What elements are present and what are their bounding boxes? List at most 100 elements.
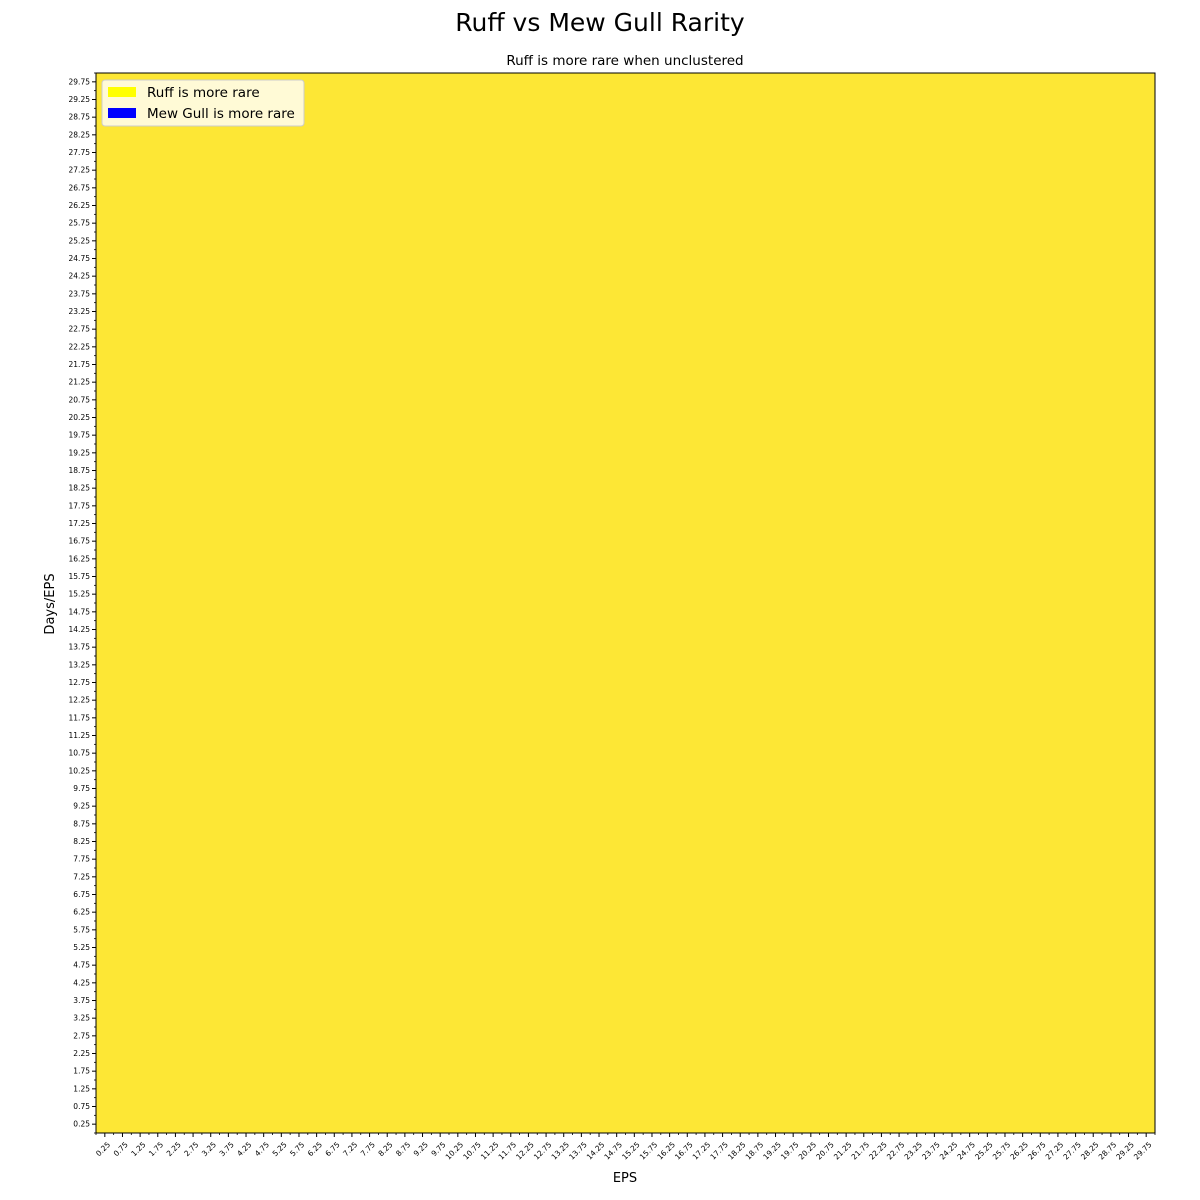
x-tick-label: 6.75 bbox=[323, 1140, 341, 1158]
y-tick-label: 0.75 bbox=[73, 1102, 90, 1111]
y-tick-label: 19.75 bbox=[69, 431, 91, 440]
y-tick-label: 5.75 bbox=[73, 925, 90, 934]
x-axis-label: EPS bbox=[613, 1171, 637, 1186]
y-tick-label: 10.25 bbox=[69, 766, 91, 775]
x-tick-label: 10.25 bbox=[444, 1140, 466, 1162]
x-tick-label: 8.75 bbox=[394, 1140, 412, 1158]
x-tick-label: 11.25 bbox=[479, 1140, 501, 1162]
x-tick-label: 17.25 bbox=[691, 1140, 713, 1162]
y-tick-label: 7.25 bbox=[73, 872, 90, 881]
x-tick-label: 20.25 bbox=[797, 1140, 819, 1162]
x-tick-label: 14.75 bbox=[602, 1140, 624, 1162]
x-tick-label: 2.75 bbox=[182, 1140, 200, 1158]
x-tick-label: 3.75 bbox=[218, 1140, 236, 1158]
x-tick-label: 7.25 bbox=[341, 1140, 359, 1158]
x-tick-label: 28.25 bbox=[1079, 1140, 1101, 1162]
y-tick-label: 12.75 bbox=[69, 678, 91, 687]
x-tick-label: 11.75 bbox=[497, 1140, 519, 1162]
y-tick-label: 25.25 bbox=[69, 236, 91, 245]
y-tick-label: 3.25 bbox=[73, 1014, 90, 1023]
y-tick-label: 3.75 bbox=[73, 996, 90, 1005]
x-tick-label: 18.75 bbox=[744, 1140, 766, 1162]
x-tick-label: 14.25 bbox=[585, 1140, 607, 1162]
x-axis: 0.25 0.75 1.25 1.75 2.25 2.75 3.25 3.75 4.25 4.75… bbox=[94, 1133, 1156, 1162]
x-tick-label: 4.25 bbox=[235, 1140, 253, 1158]
figure-title: Ruff vs Mew Gull Rarity bbox=[455, 8, 745, 37]
x-tick-label: 16.25 bbox=[655, 1140, 677, 1162]
y-tick-label: 17.25 bbox=[69, 519, 91, 528]
x-tick-label: 23.75 bbox=[920, 1140, 942, 1162]
x-tick-label: 17.75 bbox=[708, 1140, 730, 1162]
y-tick-label: 13.75 bbox=[69, 643, 91, 652]
x-tick-label: 25.75 bbox=[991, 1140, 1013, 1162]
y-tick-label: 15.75 bbox=[69, 572, 91, 581]
x-tick-label: 12.75 bbox=[532, 1140, 554, 1162]
axes-title: Ruff is more rare when unclustered bbox=[506, 53, 743, 69]
x-tick-label: 22.25 bbox=[867, 1140, 889, 1162]
y-tick-label: 23.25 bbox=[69, 307, 91, 316]
y-tick-label: 17.75 bbox=[69, 501, 91, 510]
y-tick-label: 22.75 bbox=[69, 325, 91, 334]
y-tick-label: 20.25 bbox=[69, 413, 91, 422]
y-axis-label: Days/EPS bbox=[43, 573, 58, 634]
x-tick-label: 13.25 bbox=[550, 1140, 572, 1162]
y-tick-label: 16.75 bbox=[69, 537, 91, 546]
y-tick-label: 18.25 bbox=[69, 484, 91, 493]
y-tick-label: 9.75 bbox=[73, 784, 90, 793]
y-tick-label: 11.75 bbox=[69, 713, 91, 722]
y-tick-label: 20.75 bbox=[69, 395, 91, 404]
x-tick-label: 4.75 bbox=[253, 1140, 271, 1158]
x-tick-label: 13.75 bbox=[567, 1140, 589, 1162]
y-tick-label: 26.75 bbox=[69, 183, 91, 192]
legend-label: Mew Gull is more rare bbox=[147, 106, 295, 122]
y-tick-label: 14.75 bbox=[69, 607, 91, 616]
y-tick-label: 12.25 bbox=[69, 696, 91, 705]
x-tick-label: 29.25 bbox=[1114, 1140, 1136, 1162]
y-tick-label: 10.75 bbox=[69, 749, 91, 758]
x-tick-label: 15.25 bbox=[620, 1140, 642, 1162]
x-tick-label: 19.25 bbox=[761, 1140, 783, 1162]
y-tick-label: 8.75 bbox=[73, 819, 90, 828]
x-tick-label: 12.25 bbox=[514, 1140, 536, 1162]
y-tick-label: 6.25 bbox=[73, 908, 90, 917]
y-tick-label: 7.75 bbox=[73, 855, 90, 864]
x-tick-label: 16.75 bbox=[673, 1140, 695, 1162]
y-tick-label: 8.25 bbox=[73, 837, 90, 846]
x-tick-label: 24.25 bbox=[938, 1140, 960, 1162]
x-tick-label: 1.25 bbox=[129, 1140, 147, 1158]
y-tick-label: 0.25 bbox=[73, 1120, 90, 1129]
x-tick-label: 23.25 bbox=[903, 1140, 925, 1162]
legend-swatch bbox=[108, 87, 136, 97]
y-tick-label: 16.25 bbox=[69, 554, 91, 563]
x-tick-label: 25.25 bbox=[973, 1140, 995, 1162]
y-tick-label: 2.75 bbox=[73, 1031, 90, 1040]
x-tick-label: 0.75 bbox=[112, 1140, 130, 1158]
x-tick-label: 21.75 bbox=[850, 1140, 872, 1162]
y-tick-label: 27.75 bbox=[69, 148, 91, 157]
y-tick-label: 29.75 bbox=[69, 77, 91, 86]
x-tick-label: 10.75 bbox=[461, 1140, 483, 1162]
y-tick-label: 24.75 bbox=[69, 254, 91, 263]
y-tick-label: 28.25 bbox=[69, 130, 91, 139]
x-tick-label: 5.25 bbox=[271, 1140, 289, 1158]
x-tick-label: 28.75 bbox=[1097, 1140, 1119, 1162]
x-tick-label: 19.75 bbox=[779, 1140, 801, 1162]
y-tick-label: 1.25 bbox=[73, 1084, 90, 1093]
x-tick-label: 5.75 bbox=[288, 1140, 306, 1158]
x-tick-label: 2.25 bbox=[165, 1140, 183, 1158]
y-tick-label: 4.25 bbox=[73, 978, 90, 987]
legend-box bbox=[101, 79, 305, 127]
x-tick-label: 9.25 bbox=[412, 1140, 430, 1158]
x-tick-label: 20.75 bbox=[814, 1140, 836, 1162]
y-tick-label: 4.75 bbox=[73, 961, 90, 970]
y-tick-label: 27.25 bbox=[69, 166, 91, 175]
x-tick-label: 26.25 bbox=[1008, 1140, 1030, 1162]
y-tick-label: 18.75 bbox=[69, 466, 91, 475]
y-tick-label: 22.25 bbox=[69, 342, 91, 351]
y-tick-label: 28.75 bbox=[69, 113, 91, 122]
legend: Ruff is more rare Mew Gull is more rare bbox=[101, 79, 305, 127]
x-tick-label: 27.25 bbox=[1044, 1140, 1066, 1162]
y-axis: 0.25 0.75 1.25 1.75 2.25 2.75 3.25 3.75 4.25 4.75… bbox=[69, 72, 96, 1134]
x-tick-label: 29.75 bbox=[1132, 1140, 1154, 1162]
